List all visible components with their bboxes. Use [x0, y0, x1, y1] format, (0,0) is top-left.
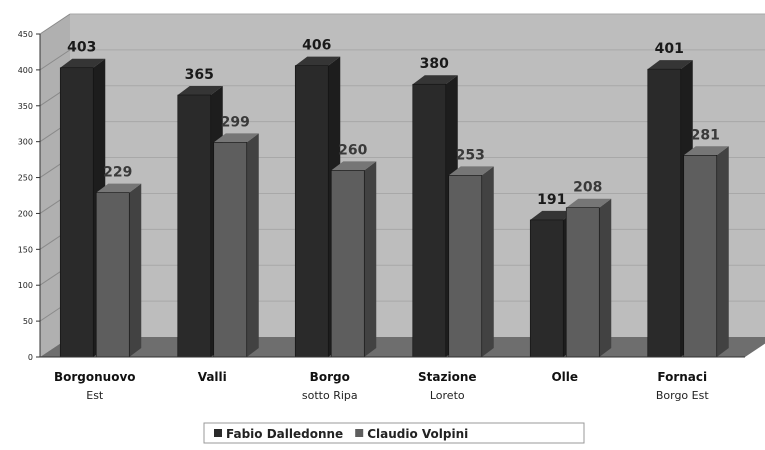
bar	[294, 65, 329, 358]
bar-side	[129, 183, 142, 357]
bar	[529, 219, 564, 358]
bar	[565, 207, 600, 358]
y-tick-label: 450	[18, 30, 33, 39]
legend-box	[203, 422, 585, 444]
data-label: 191	[537, 192, 566, 208]
bar-top	[213, 133, 259, 143]
x-tick-label: Olle	[551, 370, 578, 384]
x-tick-label: Borgonuovo	[54, 370, 136, 384]
legend-swatch	[214, 429, 222, 437]
x-tick-label: Valli	[198, 370, 227, 384]
data-label: 403	[67, 40, 96, 56]
x-tick-label-line2: Borgo Est	[656, 389, 709, 402]
data-label: 260	[338, 142, 367, 158]
bar	[412, 83, 447, 358]
y-tick-label: 400	[18, 66, 33, 75]
data-label: 401	[655, 41, 684, 57]
value-labels: 403 229 365 299 406 260 380 253 191 208 401 281	[67, 38, 720, 208]
x-axis: Borgonuovo Est Valli Borgo sotto Ripa Stazion…	[40, 356, 745, 402]
data-label: 299	[221, 114, 250, 130]
bar-side	[716, 146, 729, 357]
bar	[330, 170, 365, 358]
gridline-side	[39, 49, 71, 71]
bar	[448, 175, 483, 358]
x-tick-label-line2: sotto Ripa	[302, 389, 358, 402]
x-tick-label: Stazione	[418, 370, 477, 384]
bar-top	[331, 161, 377, 171]
x-tick-label: Borgo	[310, 370, 350, 384]
bar-side	[364, 161, 377, 357]
bars	[59, 56, 729, 358]
y-axis: 0 50 100 150 200 250 300 350 400 450	[18, 30, 41, 362]
bar	[177, 94, 212, 358]
bar	[213, 142, 248, 358]
y-tick-label: 0	[28, 353, 33, 362]
bar	[647, 68, 682, 358]
y-tick-label: 300	[18, 138, 33, 147]
x-tick-label: Fornaci	[657, 370, 707, 384]
y-tick-label: 150	[18, 245, 33, 254]
data-label: 380	[420, 56, 449, 72]
data-label: 406	[302, 38, 331, 54]
bar-top	[683, 146, 729, 156]
y-tick-label: 250	[18, 174, 33, 183]
data-label: 281	[691, 127, 720, 143]
bar	[683, 155, 718, 358]
bar-top	[448, 166, 494, 176]
bar-top	[647, 60, 693, 70]
legend: Fabio Dalledonne Claudio Volpini	[203, 422, 585, 444]
bar-top	[295, 56, 341, 66]
data-label: 253	[456, 147, 485, 163]
bar-top	[96, 183, 142, 193]
bar-top	[177, 86, 223, 96]
y-tick-label: 200	[18, 209, 33, 218]
data-label: 365	[185, 67, 214, 83]
gridline-side	[39, 13, 71, 35]
bar-side	[481, 166, 494, 357]
y-tick-label: 50	[23, 317, 33, 326]
legend-swatch	[355, 429, 364, 437]
bar-top	[412, 75, 458, 85]
y-tick-label: 100	[18, 281, 33, 290]
bar	[59, 67, 94, 358]
bar-top	[60, 58, 106, 68]
legend-label: Fabio Dalledonne	[226, 427, 343, 441]
data-label: 229	[103, 165, 132, 181]
y-tick-label: 350	[18, 102, 33, 111]
data-label: 208	[573, 180, 602, 196]
bar	[95, 192, 130, 358]
x-tick-label-line2: Loreto	[430, 389, 465, 402]
bar-top	[530, 210, 576, 220]
bar-top	[566, 198, 612, 208]
x-tick-label-line2: Est	[86, 389, 104, 402]
bar-side	[246, 133, 259, 357]
bar-side	[599, 198, 612, 357]
legend-label: Claudio Volpini	[367, 427, 468, 441]
